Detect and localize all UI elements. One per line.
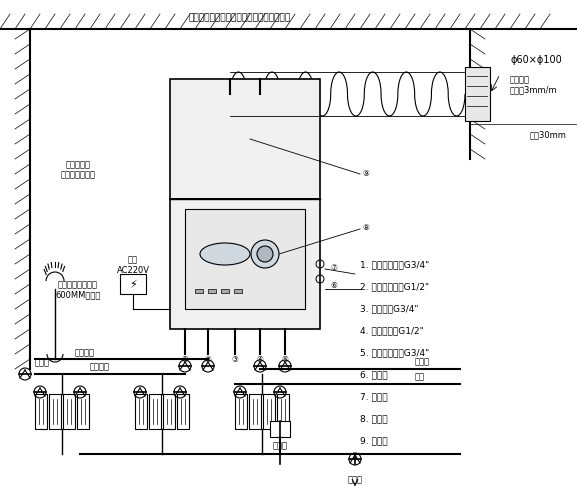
Bar bbox=[270, 421, 290, 437]
Text: ②: ② bbox=[205, 355, 211, 364]
Bar bbox=[263, 394, 275, 429]
Bar bbox=[63, 394, 75, 429]
Text: 大于30mm: 大于30mm bbox=[530, 130, 567, 139]
Text: 燃气: 燃气 bbox=[415, 372, 425, 381]
Text: 8. 压力表: 8. 压力表 bbox=[360, 414, 388, 423]
Text: 不小于3mm/m: 不小于3mm/m bbox=[510, 85, 557, 94]
Bar bbox=[208, 290, 216, 294]
Text: ⑤: ⑤ bbox=[282, 355, 288, 364]
Text: 向下倾斜: 向下倾斜 bbox=[510, 75, 530, 84]
Text: 电源
AC220V: 电源 AC220V bbox=[117, 255, 149, 274]
Bar bbox=[120, 275, 146, 295]
Text: 1. 采暖出水接口G3/4": 1. 采暖出水接口G3/4" bbox=[360, 260, 429, 269]
Text: 自来水: 自来水 bbox=[415, 357, 430, 366]
Bar bbox=[235, 394, 247, 429]
Bar bbox=[149, 394, 161, 429]
Bar bbox=[77, 394, 89, 429]
Text: ⑧: ⑧ bbox=[362, 223, 369, 232]
Bar bbox=[221, 290, 229, 294]
Bar bbox=[163, 394, 175, 429]
Bar bbox=[135, 394, 147, 429]
Bar bbox=[195, 290, 203, 294]
Text: 生活热水: 生活热水 bbox=[75, 348, 95, 357]
Bar bbox=[170, 80, 320, 199]
Text: 过滤器: 过滤器 bbox=[272, 440, 287, 449]
Text: ①: ① bbox=[182, 355, 189, 364]
Text: 5. 采暖回水接口G3/4": 5. 采暖回水接口G3/4" bbox=[360, 348, 429, 357]
Text: ⑦: ⑦ bbox=[330, 263, 337, 272]
Text: ⚡: ⚡ bbox=[129, 280, 137, 290]
Bar bbox=[35, 394, 47, 429]
Bar bbox=[49, 394, 61, 429]
Ellipse shape bbox=[200, 243, 250, 266]
Text: 2. 卫浴出水接口G1/2": 2. 卫浴出水接口G1/2" bbox=[360, 282, 429, 291]
Text: 3. 燃气接口G3/4": 3. 燃气接口G3/4" bbox=[360, 304, 418, 313]
Text: 两侧须留有
一定的维修空间: 两侧须留有 一定的维修空间 bbox=[61, 160, 96, 179]
Text: ⑨: ⑨ bbox=[362, 168, 369, 177]
Text: 排气阀: 排气阀 bbox=[35, 358, 50, 367]
Bar bbox=[465, 68, 490, 122]
Text: ⑥: ⑥ bbox=[330, 280, 337, 289]
Bar bbox=[185, 209, 305, 310]
Circle shape bbox=[257, 246, 273, 263]
Text: ④: ④ bbox=[257, 355, 264, 364]
Text: ϕ60×ϕ100: ϕ60×ϕ100 bbox=[510, 55, 562, 65]
Bar bbox=[177, 394, 189, 429]
Bar bbox=[234, 290, 242, 294]
Text: 排污口: 排污口 bbox=[347, 474, 362, 483]
Text: 7. 补水阀: 7. 补水阀 bbox=[360, 392, 388, 401]
Text: 9. 观火孔: 9. 观火孔 bbox=[360, 436, 388, 444]
Text: 6. 安全阀: 6. 安全阀 bbox=[360, 370, 388, 379]
Circle shape bbox=[251, 240, 279, 269]
Bar bbox=[170, 199, 320, 329]
Text: 采暖热水: 采暖热水 bbox=[90, 362, 110, 371]
Bar bbox=[277, 394, 289, 429]
Text: 前面必须留有大于
600MM的空间: 前面必须留有大于 600MM的空间 bbox=[55, 280, 101, 299]
Text: 4. 自来水接口G1/2": 4. 自来水接口G1/2" bbox=[360, 326, 424, 335]
Text: ③: ③ bbox=[231, 355, 238, 364]
Text: 请使用配套烟管，安装请按照注意事项安装: 请使用配套烟管，安装请按照注意事项安装 bbox=[189, 14, 291, 23]
Bar bbox=[249, 394, 261, 429]
